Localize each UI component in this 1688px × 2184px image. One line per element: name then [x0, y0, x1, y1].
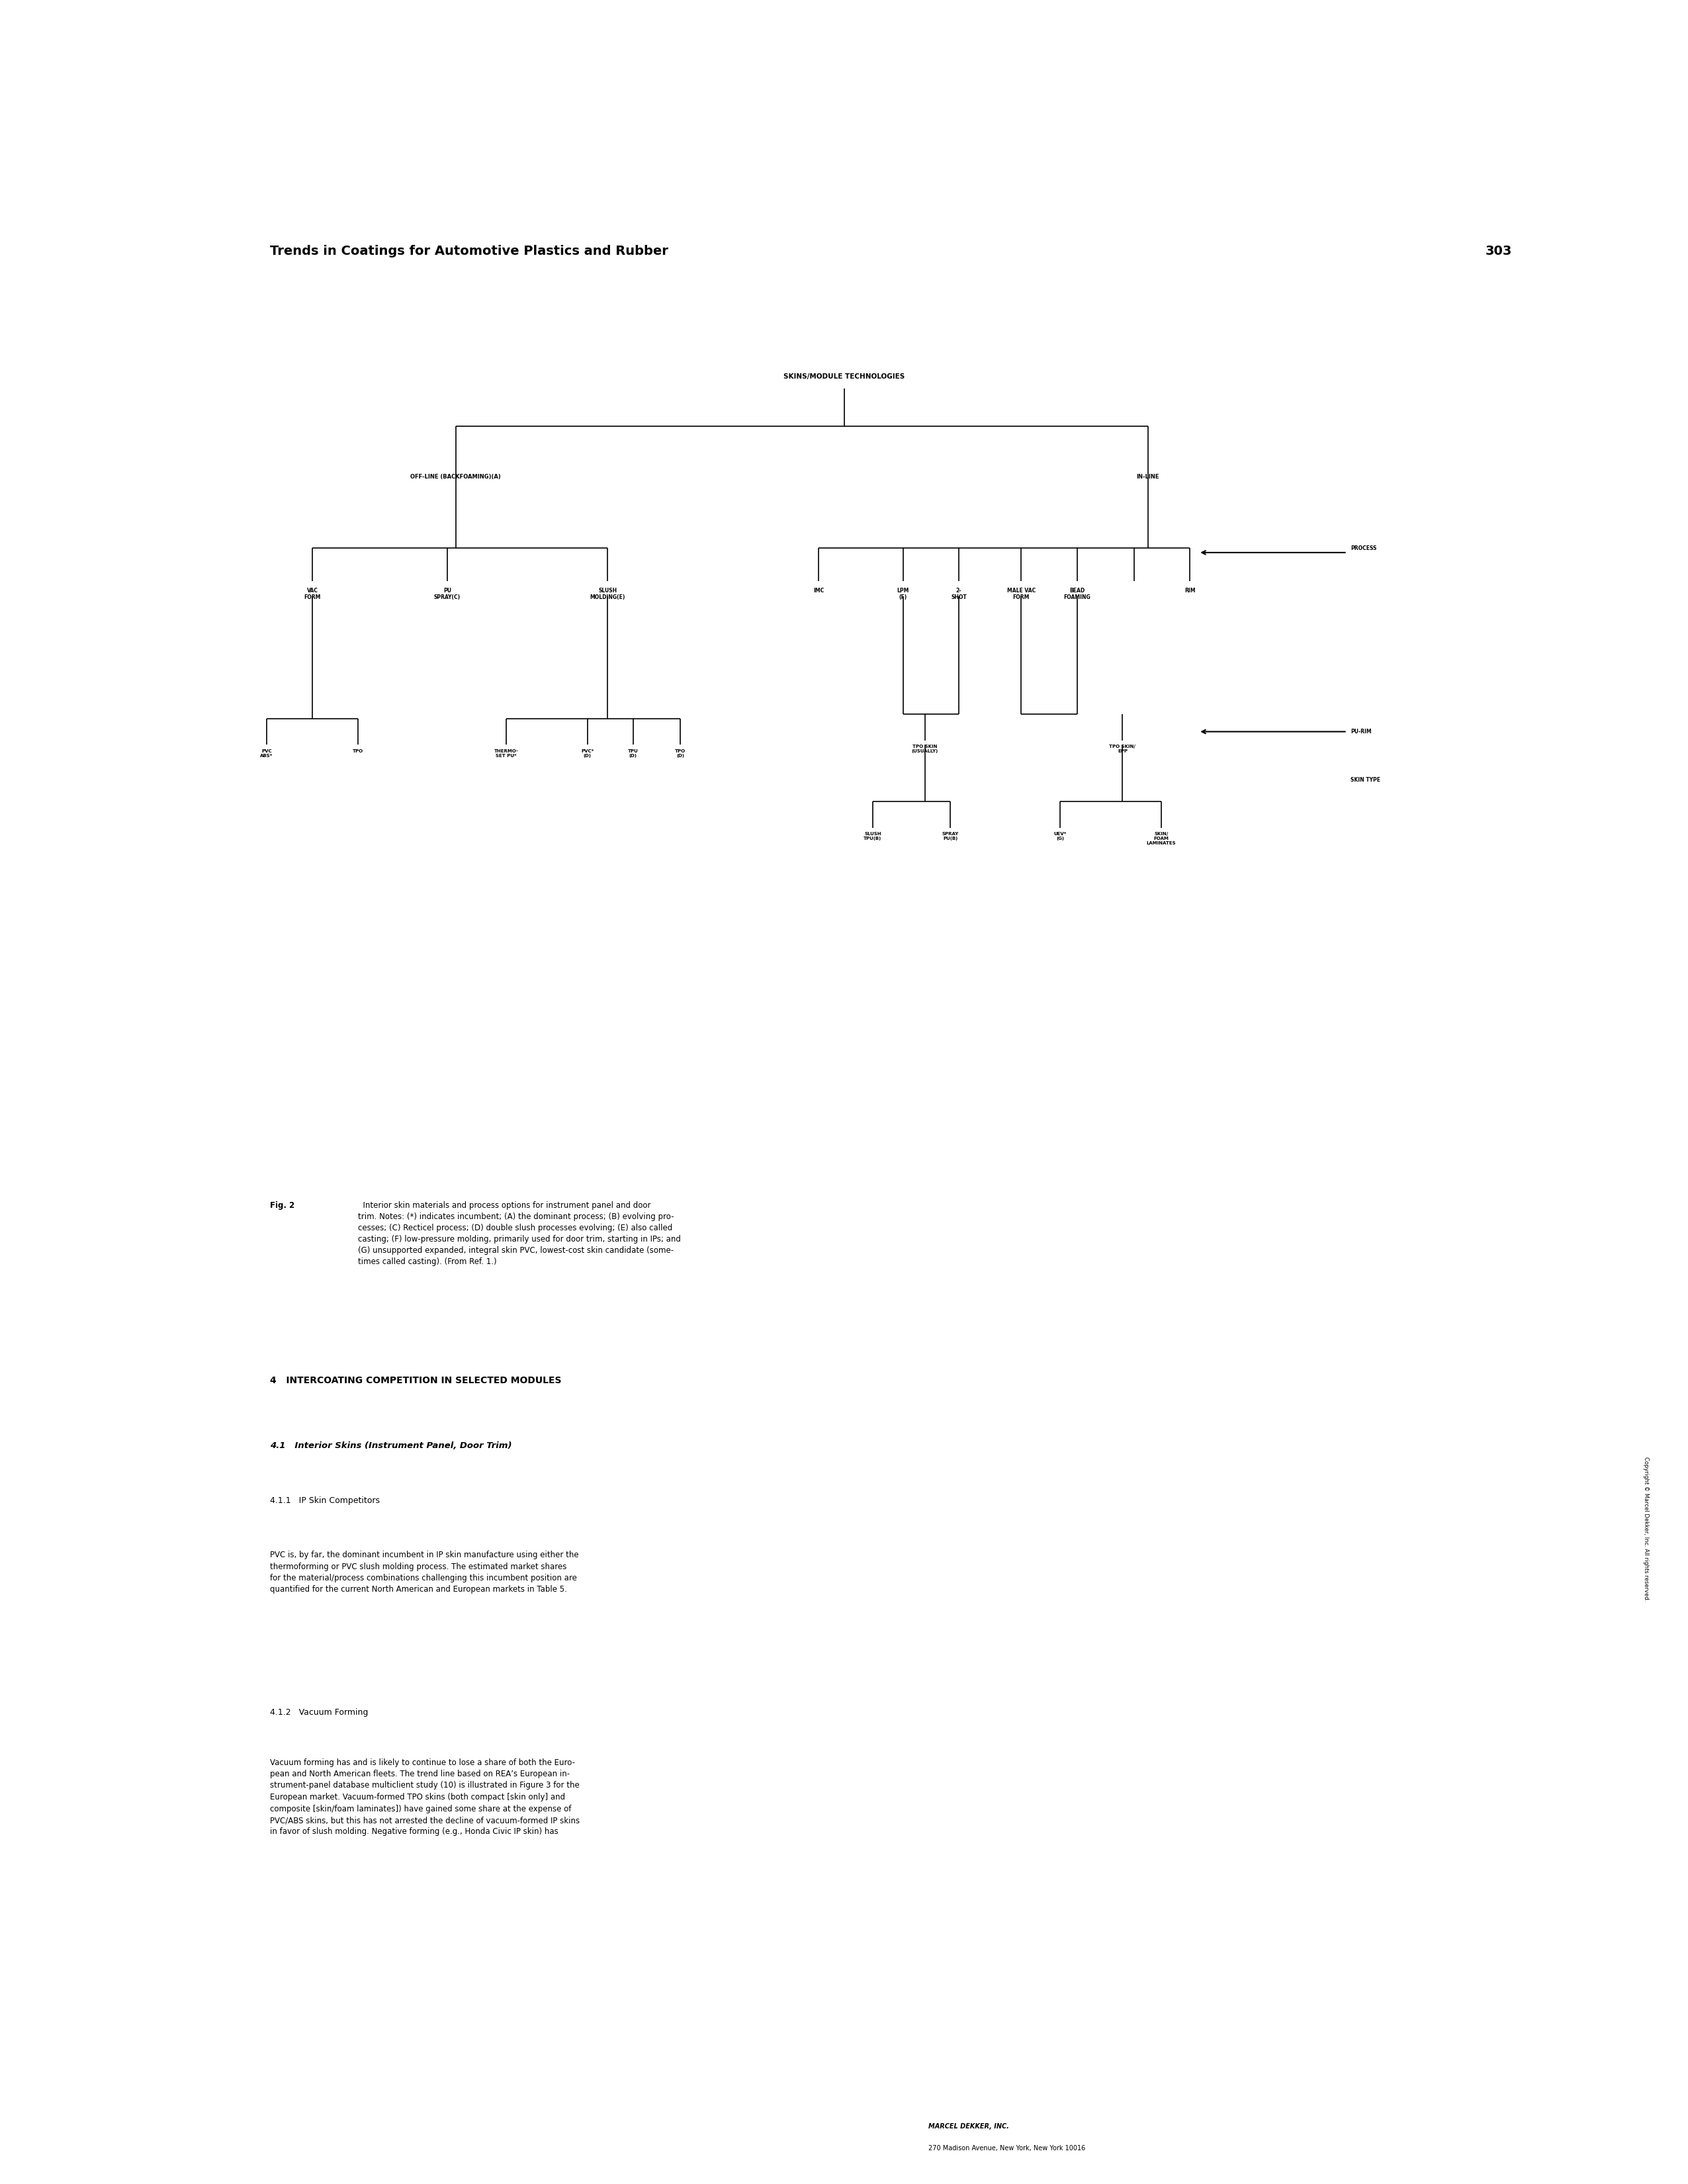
Text: MARCEL DEKKER, INC.: MARCEL DEKKER, INC. — [928, 2123, 1009, 2129]
Text: Trends in Coatings for Automotive Plastics and Rubber: Trends in Coatings for Automotive Plasti… — [270, 245, 668, 258]
Text: IMC: IMC — [814, 587, 824, 594]
Text: 2-
SHOT: 2- SHOT — [950, 587, 967, 601]
Text: BEAD
FOAMING: BEAD FOAMING — [1063, 587, 1090, 601]
Text: SKINS/MODULE TECHNOLOGIES: SKINS/MODULE TECHNOLOGIES — [783, 373, 905, 380]
Text: PVC is, by far, the dominant incumbent in IP skin manufacture using either the
t: PVC is, by far, the dominant incumbent i… — [270, 1551, 579, 1594]
Text: Fig. 2: Fig. 2 — [270, 1201, 295, 1210]
Text: PU-RIM: PU-RIM — [1350, 729, 1371, 734]
Text: SLUSH
MOLDING(E): SLUSH MOLDING(E) — [591, 587, 625, 601]
Text: SPRAY
PU(B): SPRAY PU(B) — [942, 832, 959, 841]
Text: UEV*
(G): UEV* (G) — [1053, 832, 1067, 841]
Text: SLUSH
TPU(B): SLUSH TPU(B) — [864, 832, 881, 841]
Text: PU
SPRAY(C): PU SPRAY(C) — [434, 587, 461, 601]
Text: PVC*
(D): PVC* (D) — [581, 749, 594, 758]
Text: PVC
ABS*: PVC ABS* — [260, 749, 273, 758]
Text: 4.1.1   IP Skin Competitors: 4.1.1 IP Skin Competitors — [270, 1496, 380, 1505]
Text: 4   INTERCOATING COMPETITION IN SELECTED MODULES: 4 INTERCOATING COMPETITION IN SELECTED M… — [270, 1376, 562, 1385]
Text: VAC
FORM: VAC FORM — [304, 587, 321, 601]
Text: 4.1   Interior Skins (Instrument Panel, Door Trim): 4.1 Interior Skins (Instrument Panel, Do… — [270, 1441, 511, 1450]
Text: Copyright © Marcel Dekker, Inc. All rights reserved.: Copyright © Marcel Dekker, Inc. All righ… — [1642, 1457, 1649, 1601]
Text: 4.1.2   Vacuum Forming: 4.1.2 Vacuum Forming — [270, 1708, 368, 1717]
Text: SKIN TYPE: SKIN TYPE — [1350, 778, 1381, 782]
Text: TPO
(D): TPO (D) — [675, 749, 685, 758]
Text: SKIN/
FOAM
LAMINATES: SKIN/ FOAM LAMINATES — [1146, 832, 1177, 845]
Text: TPU
(D): TPU (D) — [628, 749, 638, 758]
Text: IN-LINE: IN-LINE — [1136, 474, 1160, 480]
Text: Vacuum forming has and is likely to continue to lose a share of both the Euro-
p: Vacuum forming has and is likely to cont… — [270, 1758, 581, 1837]
Text: TPO SKIN/
EPP: TPO SKIN/ EPP — [1109, 745, 1136, 753]
Text: MALE VAC
FORM: MALE VAC FORM — [1008, 587, 1035, 601]
Text: 303: 303 — [1485, 245, 1512, 258]
Text: TPO: TPO — [353, 749, 363, 753]
Text: Interior skin materials and process options for instrument panel and door
trim. : Interior skin materials and process opti… — [358, 1201, 680, 1267]
Text: RIM: RIM — [1185, 587, 1195, 594]
Text: THERMO-
SET PU*: THERMO- SET PU* — [495, 749, 518, 758]
Text: LPM
(F): LPM (F) — [896, 587, 910, 601]
Text: PROCESS: PROCESS — [1350, 546, 1376, 550]
Text: TPO SKIN
(USUALLY): TPO SKIN (USUALLY) — [912, 745, 939, 753]
Text: OFF-LINE (BACKFOAMING)(A): OFF-LINE (BACKFOAMING)(A) — [410, 474, 501, 480]
Text: 270 Madison Avenue, New York, New York 10016: 270 Madison Avenue, New York, New York 1… — [928, 2145, 1085, 2151]
